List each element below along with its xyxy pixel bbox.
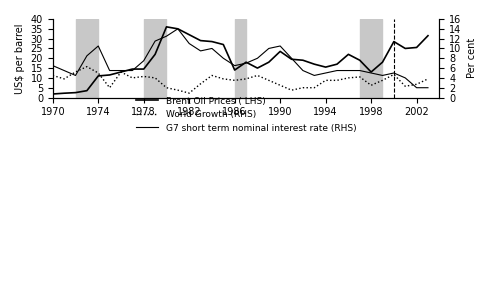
Bar bbox=[144, 19, 166, 98]
Bar bbox=[75, 19, 98, 98]
Y-axis label: US$ per barrel: US$ per barrel bbox=[15, 23, 25, 94]
Bar bbox=[235, 19, 246, 98]
Bar bbox=[360, 19, 382, 98]
Legend: Brent Oil Prices ( LHS), World Growth (RHS), G7 short term nominal interest rate: Brent Oil Prices ( LHS), World Growth (R… bbox=[132, 93, 360, 136]
Y-axis label: Per cent: Per cent bbox=[467, 38, 477, 78]
